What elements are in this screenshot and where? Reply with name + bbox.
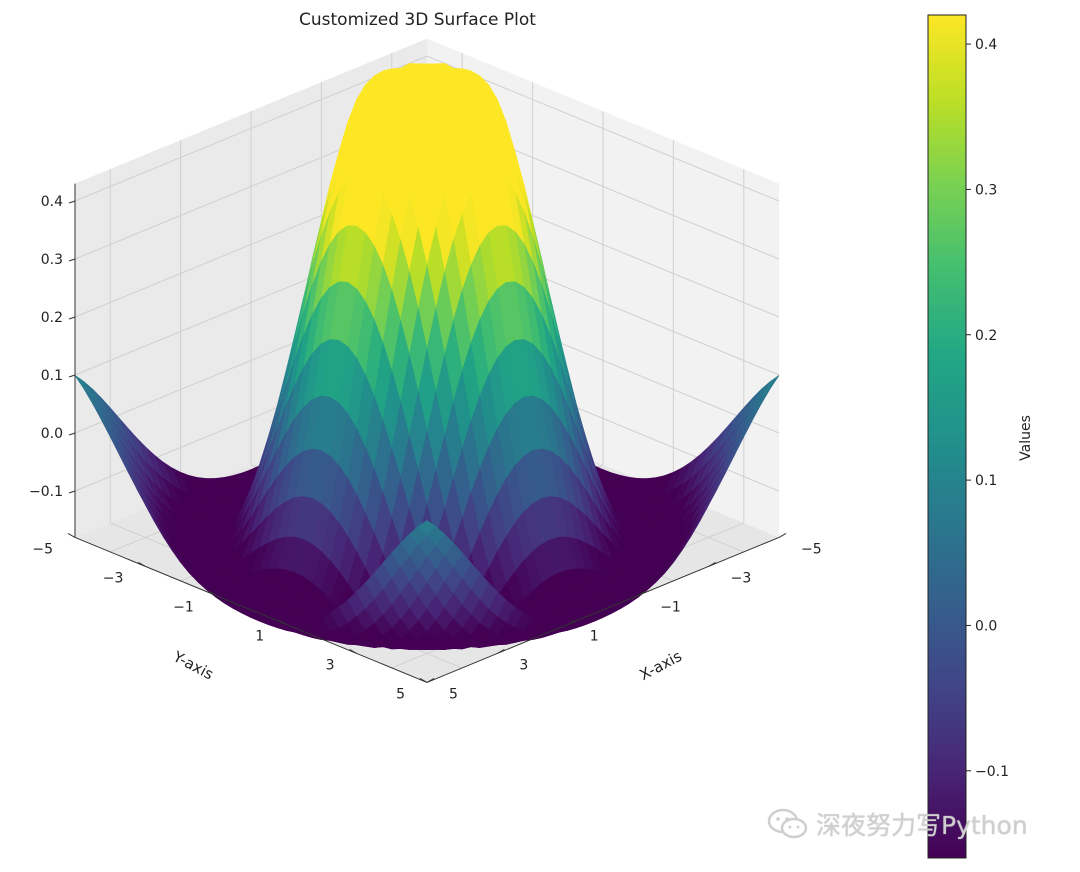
z-tick-label: 0.3: [41, 252, 63, 268]
x-tick-label: 5: [449, 686, 458, 702]
colorbar-tick-label: −0.1: [975, 764, 1009, 780]
colorbar-tick-label: 0.4: [975, 37, 997, 53]
colorbar: −0.1 0.0 0.1 0.2 0.3 0.4 Values: [927, 14, 1034, 859]
x-tick-mark: [497, 648, 505, 654]
x-tick-mark: [426, 677, 435, 683]
z-tick-mark: [68, 258, 76, 262]
x-tick-mark: [708, 561, 716, 567]
y-tick-label: −5: [32, 541, 53, 557]
y-tick-mark: [278, 619, 287, 625]
z-tick-mark: [68, 200, 76, 204]
watermark: 深夜努力写Python: [766, 806, 1028, 842]
x-tick-mark: [637, 590, 646, 596]
z-tick-mark: [68, 316, 76, 320]
y-tick-mark: [419, 677, 428, 683]
colorbar-tick-label: 0.2: [975, 328, 997, 344]
z-tick-label: 0.1: [41, 368, 63, 384]
chart-title: Customized 3D Surface Plot: [299, 10, 536, 30]
y-tick-mark: [67, 532, 76, 538]
axes-lines: [67, 183, 787, 683]
x-tick-label: 1: [590, 628, 599, 644]
x-axis-title: X-axis: [637, 647, 685, 684]
watermark-text: 深夜努力写Python: [816, 811, 1028, 840]
x-axis-line: [426, 536, 780, 683]
z-tick-label: 0.4: [41, 194, 63, 210]
colorbar-tick-label: 0.1: [975, 473, 997, 489]
y-tick-label: 5: [396, 686, 405, 702]
tick-labels: −5 −5 −3 −3 −1 −1 1 1 3 3 5 5 −0.1 0.0 0.1 0.2 0.3 0.4 X-a…: [29, 194, 822, 702]
z-tick-mark: [68, 374, 76, 378]
y-tick-label: −1: [173, 599, 194, 615]
y-tick-label: 3: [326, 657, 335, 673]
surface-patch: [417, 520, 437, 536]
y-tick-mark: [349, 648, 357, 654]
z-tick-mark: [68, 432, 76, 436]
grid-line: [74, 55, 780, 202]
x-tick-label: 3: [519, 657, 528, 673]
y-axis-title: Y-axis: [169, 647, 216, 684]
x-tick-mark: [778, 532, 787, 538]
y-tick-mark: [138, 561, 146, 567]
x-tick-mark: [567, 619, 576, 625]
z-tick-label: 0.0: [41, 426, 63, 442]
y-tick-label: −3: [103, 570, 124, 586]
z-tick-label: 0.2: [41, 310, 63, 326]
y-tick-label: 1: [255, 628, 264, 644]
colorbar-bar: [927, 14, 967, 859]
x-tick-label: −3: [731, 570, 752, 586]
colorbar-tick-label: 0.0: [975, 618, 997, 634]
wechat-icon: [767, 808, 808, 839]
colorbar-label: Values: [1018, 415, 1034, 461]
y-axis-line: [74, 536, 428, 683]
colorbar-tick-label: 0.3: [975, 182, 997, 198]
y-tick-mark: [208, 590, 217, 596]
x-tick-label: −5: [801, 541, 822, 557]
z-tick-label: −0.1: [29, 484, 63, 500]
z-tick-mark: [68, 490, 76, 494]
surface-mesh: [74, 63, 780, 651]
x-tick-label: −1: [660, 599, 681, 615]
